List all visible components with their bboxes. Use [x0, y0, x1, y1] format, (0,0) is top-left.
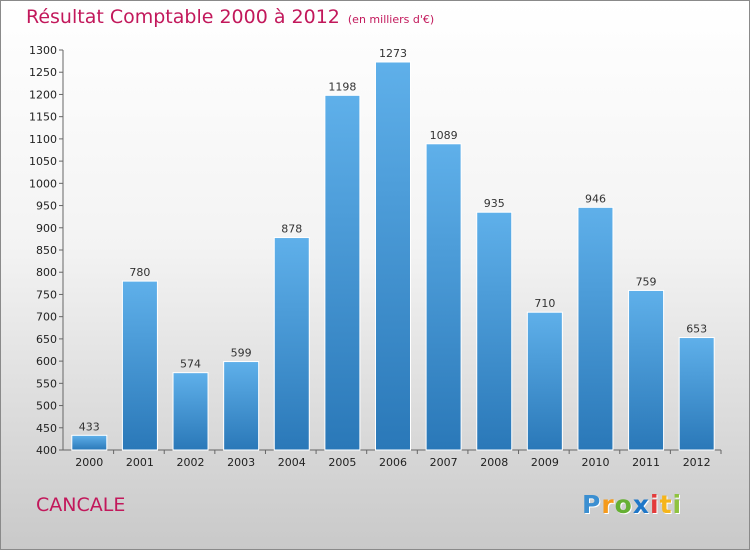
bar-2005: [324, 94, 361, 451]
y-tick-label: 850: [36, 244, 57, 257]
logo-letter: r: [601, 490, 615, 519]
value-label-2001: 780: [129, 266, 150, 279]
y-tick-label: 1100: [29, 133, 57, 146]
y-tick-label: 650: [36, 333, 57, 346]
logo-letter: x: [632, 490, 650, 519]
logo-letter: i: [650, 490, 660, 519]
bar-2002: [172, 372, 209, 451]
x-tick-label: 2007: [430, 456, 458, 469]
bar-2007: [425, 143, 462, 451]
x-tick-label: 2009: [531, 456, 559, 469]
logo-letter: o: [614, 490, 633, 519]
bar-2004: [273, 237, 310, 451]
bar-2010: [577, 206, 614, 451]
bar-2009: [526, 311, 563, 451]
y-tick-label: 550: [36, 377, 57, 390]
chart-title: Résultat Comptable 2000 à 2012 (en millie…: [26, 6, 434, 28]
bar-2001: [121, 280, 158, 451]
value-label-2002: 574: [180, 358, 201, 371]
x-tick-label: 2008: [480, 456, 508, 469]
value-label-2008: 935: [484, 197, 505, 210]
x-tick-label: 2012: [683, 456, 711, 469]
y-tick-label: 600: [36, 355, 57, 368]
x-tick-label: 2003: [227, 456, 255, 469]
chart-bars: [71, 61, 715, 451]
x-tick-label: 2010: [581, 456, 609, 469]
value-label-2006: 1273: [379, 47, 407, 60]
value-label-2012: 653: [686, 323, 707, 336]
chart-labels: 2000 433 2001 780 2002 574 2003 599 2004 878 2005 1…: [75, 47, 710, 469]
value-label-2004: 878: [281, 223, 302, 236]
place-name: CANCALE: [36, 494, 126, 516]
value-label-2000: 433: [79, 420, 100, 433]
chart-unit: (en milliers d'€): [347, 13, 435, 26]
logo-letter: t: [659, 490, 673, 519]
y-tick-label: 700: [36, 311, 57, 324]
y-tick-label: 1050: [29, 155, 57, 168]
x-tick-label: 2005: [328, 456, 356, 469]
bar-2012: [678, 337, 715, 451]
x-tick-label: 2006: [379, 456, 407, 469]
y-tick-label: 800: [36, 266, 57, 279]
y-tick-label: 1150: [29, 111, 57, 124]
chart-axes: 400 450 500 550 600 650 700 750 800 850 900 950 1000…: [29, 44, 722, 457]
y-tick-label: 900: [36, 222, 57, 235]
y-tick-label: 1200: [29, 88, 57, 101]
y-tick-label: 1300: [29, 44, 57, 57]
value-label-2005: 1198: [328, 80, 356, 93]
x-tick-label: 2004: [278, 456, 306, 469]
y-tick-label: 450: [36, 422, 57, 435]
y-tick-label: 750: [36, 288, 57, 301]
bar-2003: [223, 361, 260, 451]
y-tick-label: 1000: [29, 177, 57, 190]
y-tick-label: 500: [36, 400, 57, 413]
value-label-2009: 710: [534, 297, 555, 310]
value-label-2003: 599: [231, 347, 252, 360]
value-label-2010: 946: [585, 192, 606, 205]
x-tick-label: 2002: [177, 456, 205, 469]
bar-2000: [71, 434, 108, 451]
chart-title-text: Résultat Comptable 2000 à 2012: [26, 6, 340, 28]
x-tick-label: 2000: [75, 456, 103, 469]
bar-2011: [628, 289, 665, 451]
value-label-2007: 1089: [430, 129, 458, 142]
bar-2006: [375, 61, 411, 451]
y-tick-label: 400: [36, 444, 57, 457]
x-tick-label: 2011: [632, 456, 660, 469]
y-tick-label: 950: [36, 200, 57, 213]
value-label-2011: 759: [636, 275, 657, 288]
proxiti-logo: Proxiti: [582, 490, 682, 519]
logo-letter: P: [582, 490, 602, 519]
y-tick-label: 1250: [29, 66, 57, 79]
x-tick-label: 2001: [126, 456, 154, 469]
bar-2008: [476, 211, 513, 451]
logo-letter: i: [672, 490, 683, 519]
